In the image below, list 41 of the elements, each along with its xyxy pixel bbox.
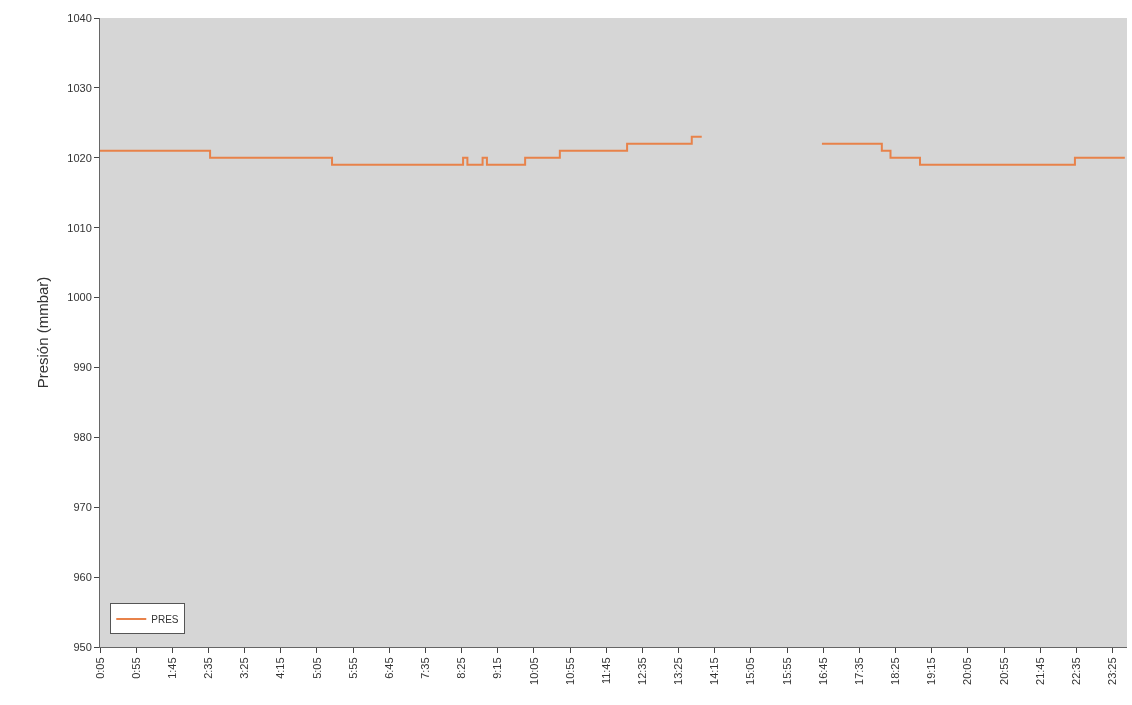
x-tick-label: 8:25 (455, 657, 468, 679)
x-tick-label: 7:35 (419, 657, 432, 679)
y-tick-label: 980 (73, 431, 92, 444)
x-tick-label: 10:55 (563, 657, 576, 685)
x-tick-label: 2:35 (202, 657, 215, 679)
y-tick-label: 990 (73, 361, 92, 374)
x-tick-label: 13:25 (672, 657, 685, 685)
y-tick-label: 1020 (67, 151, 92, 164)
x-tick-label: 21:45 (1033, 657, 1046, 685)
x-tick-label: 20:05 (961, 657, 974, 685)
x-tick-label: 17:35 (852, 657, 865, 685)
x-tick-label: 0:55 (129, 657, 142, 679)
x-tick-label: 22:35 (1069, 657, 1082, 685)
x-tick-label: 19:15 (925, 657, 938, 685)
y-tick-label: 1030 (67, 81, 92, 94)
x-tick-label: 9:15 (491, 657, 504, 679)
x-tick-label: 15:55 (780, 657, 793, 685)
y-tick-label: 1000 (67, 291, 92, 304)
x-tick-label: 5:05 (310, 657, 323, 679)
y-tick-label: 1040 (67, 11, 92, 24)
legend-label: PRES (151, 613, 179, 625)
x-tick-label: 10:05 (527, 657, 540, 685)
y-tick-label: 970 (73, 501, 92, 514)
x-tick-label: 3:25 (238, 657, 251, 679)
x-tick-label: 11:45 (599, 657, 612, 685)
x-tick-label: 6:45 (382, 657, 395, 679)
x-tick-label: 1:45 (165, 657, 178, 679)
y-tick-label: 960 (73, 570, 92, 583)
y-tick-label: 950 (73, 640, 92, 653)
x-tick-label: 16:45 (816, 657, 829, 685)
x-tick-label: 12:35 (635, 657, 648, 685)
x-tick-label: 15:05 (744, 657, 757, 685)
x-tick-label: 4:15 (274, 657, 287, 679)
x-tick-label: 14:15 (708, 657, 721, 685)
x-tick-label: 18:25 (889, 657, 902, 685)
x-tick-label: 5:55 (346, 657, 359, 679)
y-tick-label: 1010 (67, 221, 92, 234)
x-tick-label: 23:25 (1106, 657, 1119, 685)
x-tick-label: 20:55 (997, 657, 1010, 685)
y-axis-title: Presión (mmbar) (33, 276, 51, 389)
x-tick-label: 0:05 (93, 657, 106, 679)
